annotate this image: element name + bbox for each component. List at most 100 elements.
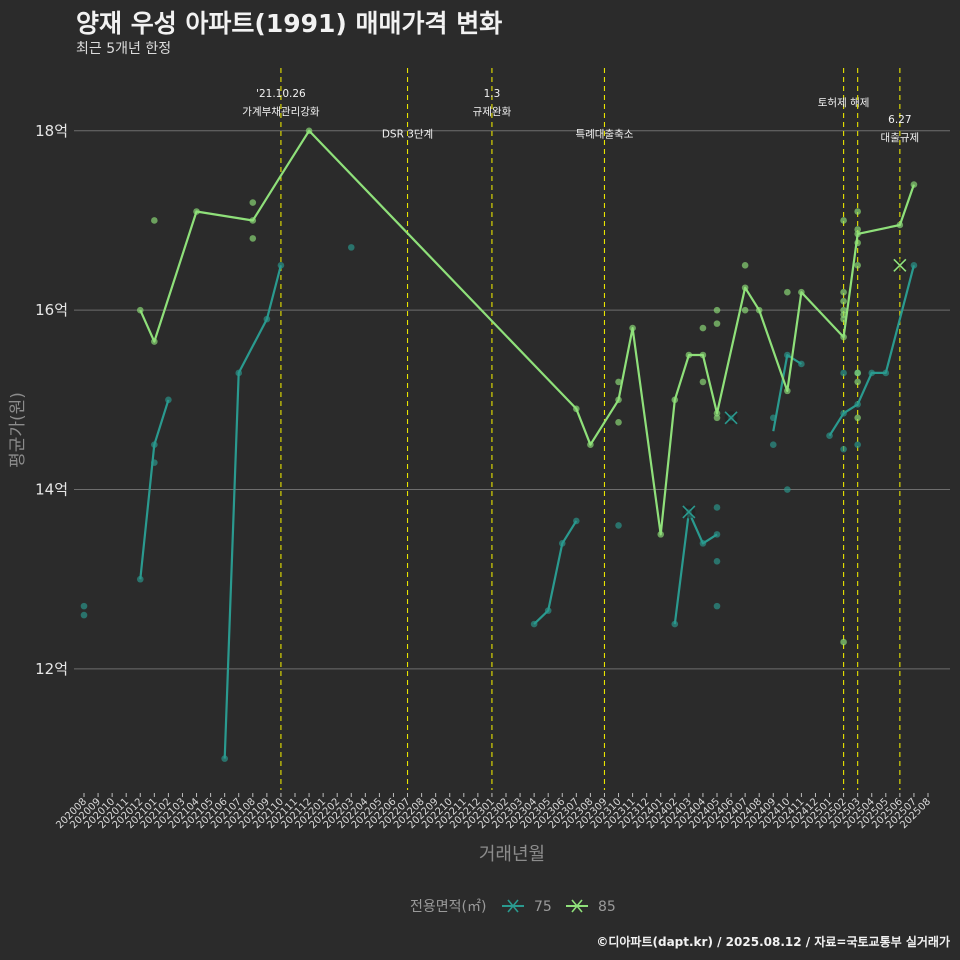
series-85-point <box>713 306 721 314</box>
series-85-point <box>249 217 257 224</box>
series-85-line <box>139 129 915 536</box>
series-75-point <box>347 244 355 251</box>
series-85-point <box>305 127 313 135</box>
axis-layer: 12억14억16억18억2020082020092020102020112020… <box>35 122 933 831</box>
series-85-point <box>741 306 749 314</box>
point-layer <box>80 127 918 762</box>
grid-layer <box>74 130 950 670</box>
series-85-point <box>784 288 791 296</box>
series-75-point <box>784 351 791 359</box>
series-75-point <box>854 441 861 448</box>
series-85-point <box>840 638 847 646</box>
series-85-point <box>249 235 257 242</box>
event-annotation: 규제완화 <box>473 105 512 118</box>
series-85-point <box>615 378 622 386</box>
series-75-point <box>544 607 552 614</box>
series-85-point <box>573 405 580 413</box>
series-85-point <box>784 387 791 395</box>
series-75-point <box>854 401 861 408</box>
series-85-point <box>798 288 805 296</box>
series-85-point <box>249 199 257 206</box>
series-85-point <box>854 239 861 247</box>
series-75-point <box>573 517 580 525</box>
legend-title: 전용면적(㎡) <box>410 899 486 915</box>
source-caption: ©디아파트(dapt.kr) / 2025.08.12 / 자료=국토교통부 실… <box>596 935 950 949</box>
series-85-point <box>840 333 847 341</box>
series-75-point <box>769 441 777 448</box>
series-85-point <box>854 262 861 269</box>
series-75-point <box>558 540 566 547</box>
series-85-cross <box>893 258 907 272</box>
event-annotation: 특례대출축소 <box>575 128 633 140</box>
series-75-point <box>136 575 144 583</box>
legend-key-cross <box>571 899 583 913</box>
legend-label-85: 85 <box>598 899 616 915</box>
series-75-point <box>713 602 721 610</box>
series-85-point <box>910 181 918 188</box>
series-75-point <box>713 531 721 538</box>
series-85-point <box>699 324 707 332</box>
series-75-point <box>868 369 876 377</box>
line-layer <box>139 129 915 759</box>
legend: 전용면적(㎡) 75 85 <box>410 899 616 915</box>
series-85-point <box>685 351 693 359</box>
series-75-point <box>713 504 721 511</box>
series-75-point <box>840 445 847 453</box>
series-85-point <box>854 208 861 215</box>
series-85-point <box>840 315 847 323</box>
series-85-point <box>151 338 158 345</box>
series-85-point <box>657 531 665 538</box>
series-75-point <box>151 441 158 448</box>
series-85-point <box>615 418 622 426</box>
chart-title: 양재 우성 아파트(1991) 매매가격 변화 <box>76 9 503 38</box>
series-75-line <box>533 520 578 625</box>
x-axis-label: 거래년월 <box>479 844 545 865</box>
series-85-point <box>840 288 847 296</box>
series-85-point <box>671 396 679 404</box>
series-75-point <box>151 459 158 466</box>
series-75-point <box>713 557 721 565</box>
series-85-point <box>699 378 707 386</box>
series-85-point <box>741 262 749 269</box>
event-annotation: 대출규제 <box>881 132 920 144</box>
series-75-point <box>263 315 271 323</box>
series-85-point <box>755 306 763 314</box>
event-annotation: 1.3 <box>484 88 501 100</box>
series-75-point <box>80 602 88 610</box>
series-75-point <box>699 540 707 547</box>
y-tick-label: 16억 <box>35 301 68 319</box>
series-85-point <box>615 396 622 404</box>
y-tick-label: 18억 <box>35 122 68 140</box>
series-75-point <box>615 522 622 529</box>
series-85-point <box>840 297 847 305</box>
series-85-point <box>136 306 144 314</box>
series-75-line <box>673 510 718 625</box>
series-75-point <box>221 755 228 762</box>
series-75-point <box>165 396 172 404</box>
series-75-point <box>80 611 88 619</box>
series-75-point <box>840 369 847 377</box>
series-75-line <box>223 265 282 759</box>
series-75-point <box>530 620 538 628</box>
series-85-point <box>713 320 721 327</box>
y-tick-label: 12억 <box>35 660 68 678</box>
series-75-point <box>910 262 918 269</box>
series-75-point <box>769 414 777 422</box>
series-75-point <box>826 432 833 440</box>
series-75-cross <box>724 411 738 425</box>
series-75-line <box>828 265 915 437</box>
event-annotation: 6.27 <box>888 114 911 126</box>
event-annotation: DSR 3단계 <box>382 128 433 140</box>
series-85-point <box>193 208 200 215</box>
series-85-point <box>741 284 749 292</box>
series-75-point <box>235 369 243 377</box>
series-85-point <box>151 217 158 224</box>
event-annotation: 토허제 해제 <box>818 96 870 109</box>
series-85-point <box>854 226 861 233</box>
y-axis-label: 평균가(원) <box>8 392 28 468</box>
series-75-cross <box>682 505 696 519</box>
series-75-point <box>784 486 791 493</box>
series-75-point <box>798 360 805 368</box>
series-85-point <box>854 378 861 386</box>
